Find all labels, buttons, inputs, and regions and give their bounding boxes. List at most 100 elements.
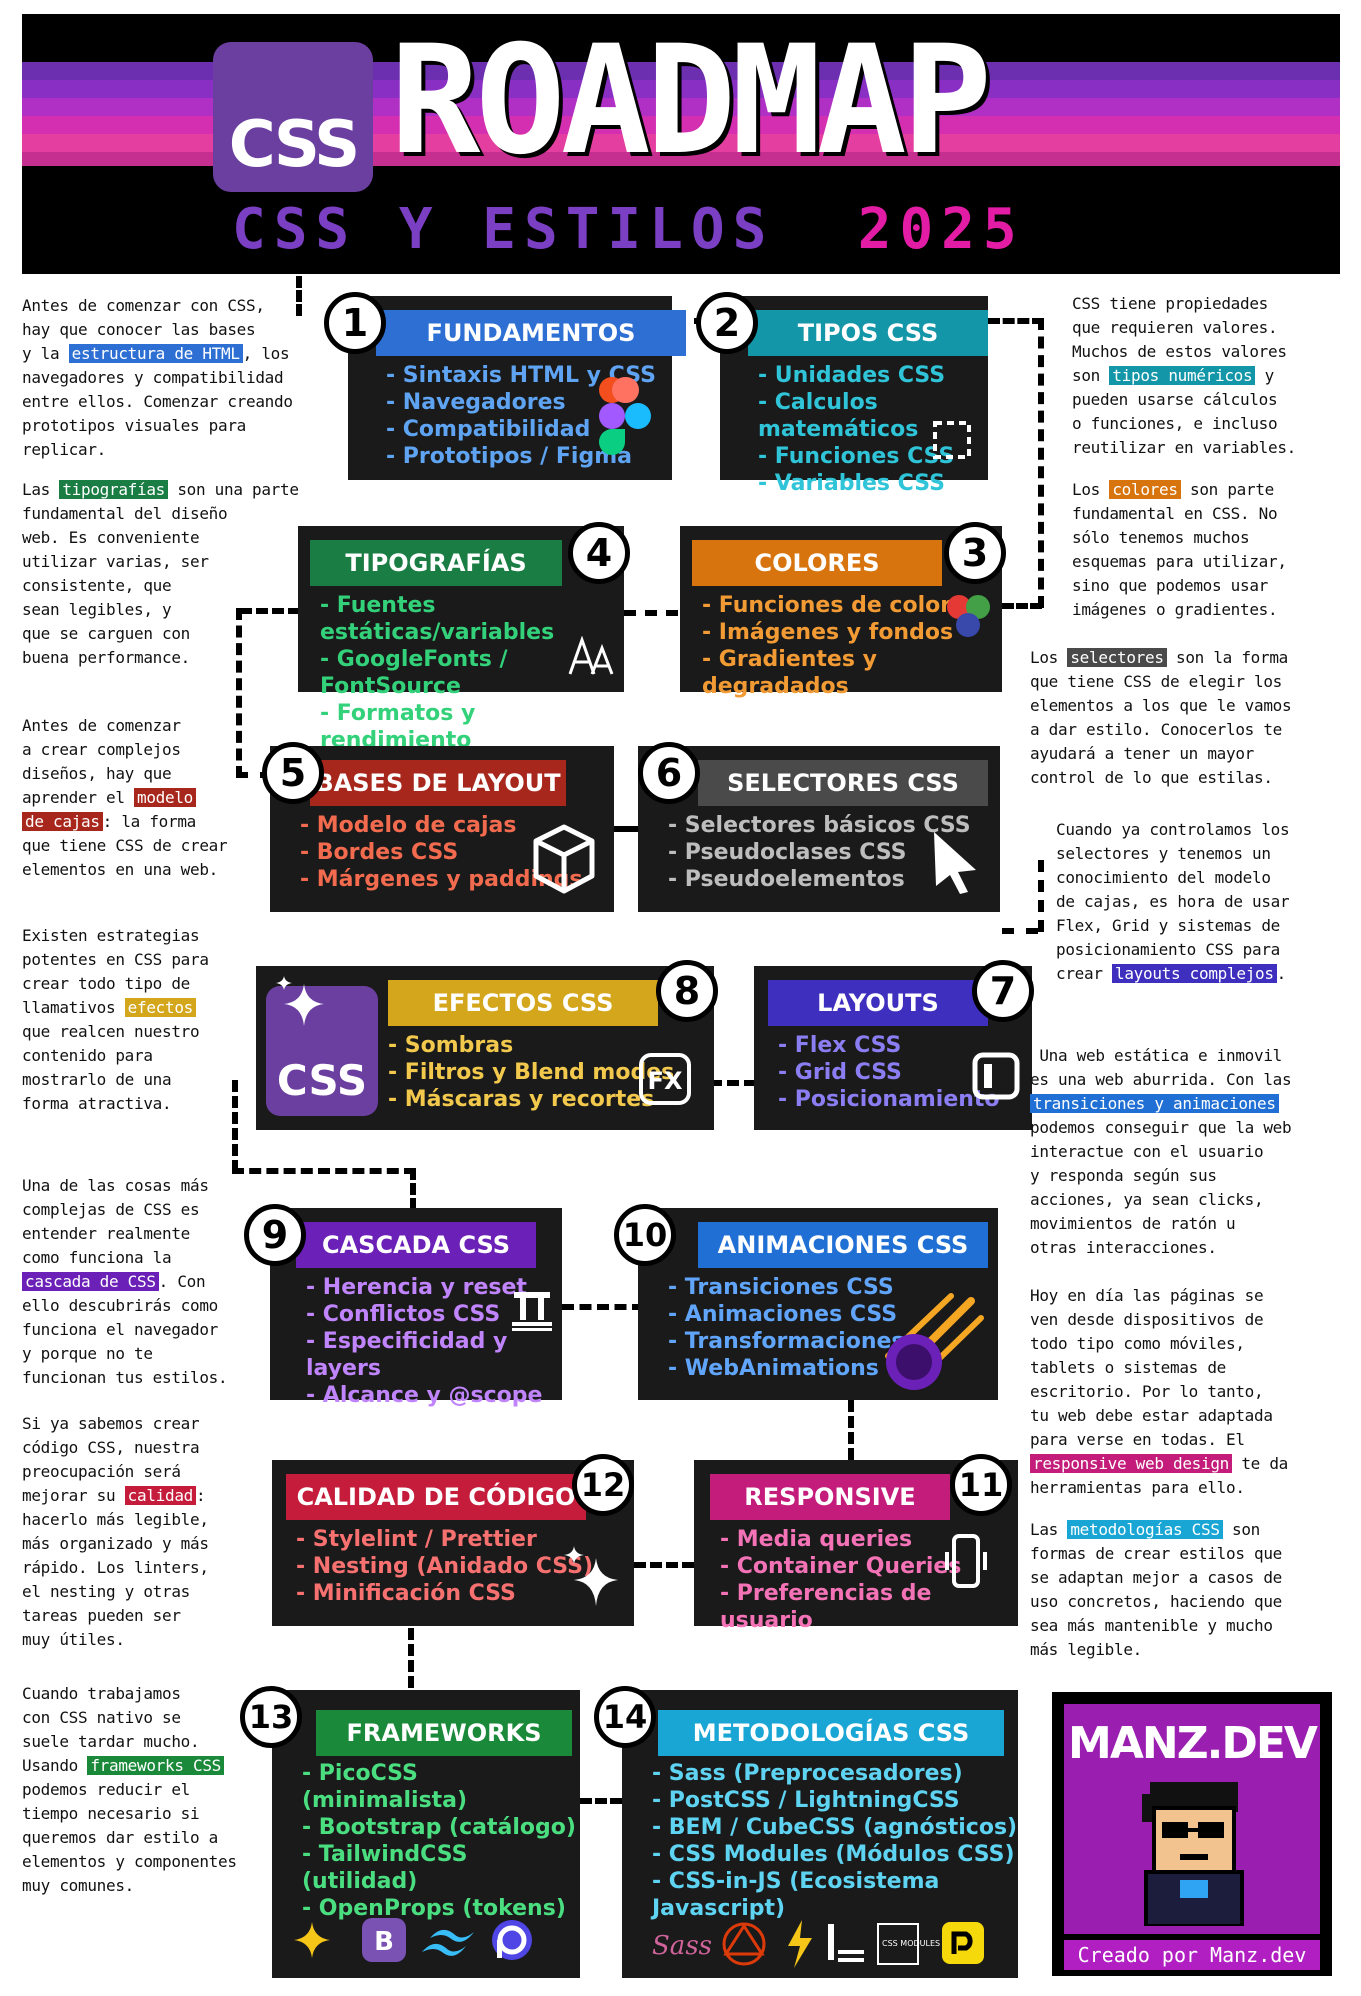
roadmap-card-2[interactable]: TIPOS CSS - Unidades CSS - Calculos matemá… xyxy=(696,292,988,496)
roadmap-card-13[interactable]: FRAMEWORKS - PicoCSS (minimalista) - Boots… xyxy=(240,1686,580,1978)
note-text: son la forma que tiene CSS de elegir los… xyxy=(1030,648,1292,787)
note-n4: Existen estrategias potentes en CSS para… xyxy=(22,924,322,1116)
note-text: podemos conseguir que la web interactue … xyxy=(1030,1118,1292,1257)
note-highlight: frameworks CSS xyxy=(87,1756,225,1775)
note-text: Cuando trabajamos con CSS nativo se suel… xyxy=(22,1684,200,1775)
promo-title: MANZ.DEV xyxy=(1068,1718,1318,1769)
connector xyxy=(1002,603,1042,609)
step-number-badge: 6 xyxy=(638,742,700,804)
card-item: - Container Queries xyxy=(720,1554,962,1579)
note-text: . xyxy=(1276,964,1287,983)
note-text: Antes de comenzar con CSS, hay que conoc… xyxy=(22,296,265,363)
card-item: - Bootstrap (catálogo) xyxy=(302,1815,576,1840)
step-number-badge: 13 xyxy=(240,1686,302,1748)
roadmap-card-5[interactable]: BASES DE LAYOUT - Modelo de cajas - Bordes… xyxy=(262,742,614,912)
step-number-badge: 12 xyxy=(572,1454,634,1516)
note-highlight: metodologías CSS xyxy=(1067,1520,1223,1539)
card-item-list: - Selectores básicos CSS - Pseudoclases C… xyxy=(668,812,971,893)
note-text: CSS tiene propiedades que requieren valo… xyxy=(1072,294,1287,385)
card-item: - Nesting (Anidado CSS) xyxy=(296,1554,594,1579)
card-title: FRAMEWORKS xyxy=(316,1710,572,1756)
roadmap-card-6[interactable]: SELECTORES CSS - Selectores básicos CSS - … xyxy=(638,742,1000,912)
roadmap-card-4[interactable]: TIPOGRAFÍAS - Fuentes estáticas/variables… xyxy=(298,522,630,753)
box-icon xyxy=(532,824,596,898)
card-item: - Posicionamiento xyxy=(778,1087,1000,1112)
note-text: Si ya sabemos crear código CSS, nuestra … xyxy=(22,1414,200,1505)
connector xyxy=(232,1168,416,1174)
note-highlight: de cajas xyxy=(22,812,103,831)
step-number-badge: 10 xyxy=(614,1204,676,1266)
reset-icon xyxy=(510,1288,554,1336)
bem-icon xyxy=(828,1924,864,1962)
card-item-list: - Flex CSS - Grid CSS - Posicionamiento xyxy=(778,1032,1000,1113)
card-item: - Funciones de colores xyxy=(702,593,980,618)
connector xyxy=(408,1628,414,1688)
card-item: - Grid CSS xyxy=(778,1060,902,1085)
card-item-list: - Funciones de colores - Imágenes y fondo… xyxy=(702,592,1002,700)
card-item-list: - Herencia y reset - Conflictos CSS - Espe… xyxy=(306,1274,562,1409)
card-item-list: - Media queries - Container Queries - Pref… xyxy=(720,1526,1018,1634)
card-title: FUNDAMENTOS xyxy=(376,310,686,356)
card-item: - Animaciones CSS xyxy=(668,1302,898,1327)
note-highlight: responsive web design xyxy=(1030,1454,1232,1473)
note-n1: Antes de comenzar con CSS, hay que conoc… xyxy=(22,294,322,462)
roadmap-card-7[interactable]: LAYOUTS - Flex CSS - Grid CSS - Posicionami… xyxy=(754,960,1034,1130)
css-modules-icon: CSS MODULES xyxy=(877,1923,940,1965)
note-text: , los navegadores y compatibilidad entre… xyxy=(22,344,293,459)
connector xyxy=(1002,928,1038,934)
css-logo: CSS xyxy=(213,42,373,192)
note-highlight: colores xyxy=(1109,480,1181,499)
note-highlight: transiciones y animaciones xyxy=(1030,1094,1279,1113)
card-item: - Sombras xyxy=(388,1033,514,1058)
note-n2: Las tipografías son una parte fundamenta… xyxy=(22,478,322,670)
card-item: - Prototipos / Figma xyxy=(386,444,632,469)
card-item: - Gradientes y degradados xyxy=(702,647,877,699)
roadmap-card-1[interactable]: FUNDAMENTOS - Sintaxis HTML y CSS - Navega… xyxy=(324,292,686,480)
connector xyxy=(614,826,638,832)
card-item: - Pseudoclases CSS xyxy=(668,840,907,865)
card-item: - Herencia y reset xyxy=(306,1275,527,1300)
roadmap-card-8[interactable]: EFECTOS CSS - Sombras - Filtros y Blend mo… xyxy=(256,960,718,1130)
postcss-icon xyxy=(722,1922,766,1966)
step-number-badge: 5 xyxy=(262,742,324,804)
subtitle-text: CSS Y ESTILOS xyxy=(232,197,775,262)
note-text: Antes de comenzar a crear complejos dise… xyxy=(22,716,181,807)
card-title: TIPOGRAFÍAS xyxy=(310,540,562,586)
methodology-logos: Sass CSS MODULES xyxy=(652,1916,1012,1972)
roadmap-card-11[interactable]: RESPONSIVE - Media queries - Container Que… xyxy=(694,1454,1018,1633)
page-title: ROADMAP xyxy=(390,14,992,188)
note-highlight: cascada de CSS xyxy=(22,1272,159,1291)
roadmap-card-10[interactable]: ANIMACIONES CSS - Transiciones CSS - Anima… xyxy=(614,1204,998,1400)
roadmap-card-9[interactable]: CASCADA CSS - Herencia y reset - Conflicto… xyxy=(244,1204,562,1408)
card-item: - Modelo de cajas xyxy=(300,813,517,838)
note-highlight: calidad xyxy=(124,1486,197,1505)
card-item: - Funciones CSS xyxy=(758,444,955,469)
card-item: - PostCSS / LightningCSS xyxy=(652,1788,960,1813)
card-title: BASES DE LAYOUT xyxy=(310,760,566,806)
bootstrap-icon: B xyxy=(362,1918,406,1962)
css-in-js-icon xyxy=(942,1922,984,1964)
note-r2: Los colores son parte fundamental en CSS… xyxy=(1072,478,1352,622)
note-text: son parte fundamental en CSS. No sólo te… xyxy=(1072,480,1287,619)
note-highlight: estructura de HTML xyxy=(68,344,243,363)
promo-card[interactable]: MANZ.DEV Creado por Manz.dev xyxy=(1052,1692,1332,1976)
lightning-icon xyxy=(788,1920,812,1968)
card-item-list: - Stylelint / Prettier - Nesting (Anidado… xyxy=(296,1526,593,1607)
card-item: - Pseudoelementos xyxy=(668,867,905,892)
card-item: - Compatibilidad xyxy=(386,417,591,442)
card-item: - Unidades CSS xyxy=(758,363,946,388)
note-text: Una web estática e inmovil es una web ab… xyxy=(1030,1046,1292,1089)
framework-logos: B xyxy=(290,1912,570,1968)
roadmap-card-12[interactable]: CALIDAD DE CÓDIGO - Stylelint / Prettier -… xyxy=(272,1454,634,1626)
note-highlight: tipografías xyxy=(59,480,169,499)
note-n5: Una de las cosas más complejas de CSS es… xyxy=(22,1174,322,1390)
card-item: - Flex CSS xyxy=(778,1033,902,1058)
roadmap-card-3[interactable]: COLORES - Funciones de colores - Imágenes … xyxy=(680,522,1006,699)
typo-icon xyxy=(568,635,614,680)
step-number-badge: 8 xyxy=(656,960,718,1022)
card-item: - GoogleFonts / FontSource xyxy=(320,647,508,699)
connector xyxy=(580,1798,622,1804)
card-title: COLORES xyxy=(692,540,942,586)
roadmap-card-14[interactable]: METODOLOGÍAS CSS - Sass (Preprocesadores)… xyxy=(594,1686,1018,1978)
connector xyxy=(232,1080,238,1172)
